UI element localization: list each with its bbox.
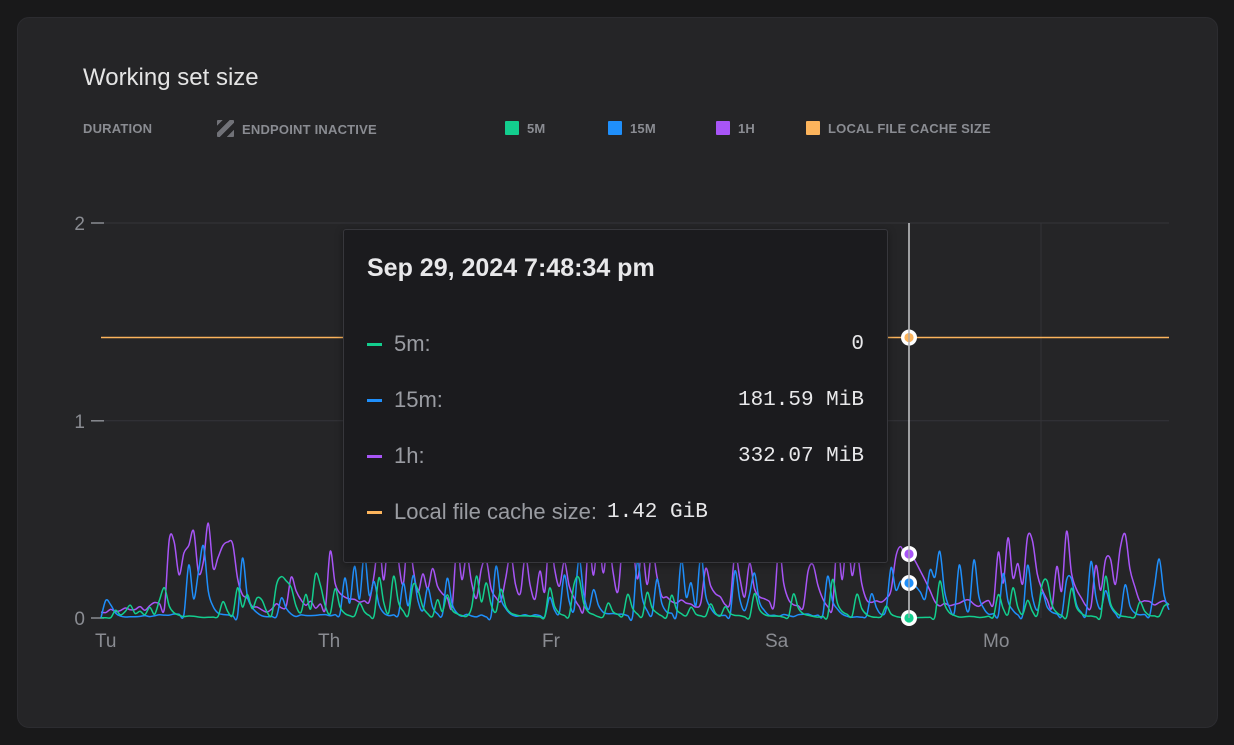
svg-text:Tu: Tu <box>95 631 116 652</box>
svg-text:Th: Th <box>318 631 340 652</box>
svg-text:2: 2 <box>74 214 85 235</box>
svg-text:1: 1 <box>74 412 85 433</box>
svg-text:Fr: Fr <box>542 631 561 652</box>
svg-text:0: 0 <box>74 609 85 630</box>
svg-text:Mo: Mo <box>983 631 1009 652</box>
svg-text:Sa: Sa <box>765 631 789 652</box>
